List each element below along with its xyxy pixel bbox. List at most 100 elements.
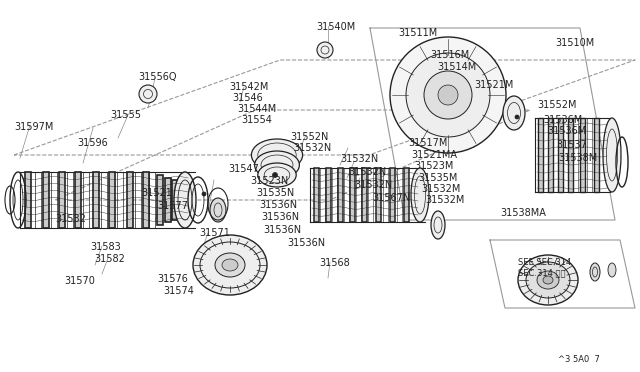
Ellipse shape: [608, 263, 616, 277]
Bar: [547, 118, 552, 192]
Bar: [573, 118, 577, 192]
Text: 31547: 31547: [228, 164, 259, 174]
Bar: [568, 118, 573, 192]
Text: 31532: 31532: [55, 214, 86, 224]
Text: 31570: 31570: [64, 276, 95, 286]
Ellipse shape: [252, 139, 303, 171]
Text: 31571: 31571: [199, 228, 230, 238]
Ellipse shape: [139, 85, 157, 103]
Bar: [165, 178, 171, 222]
Text: 31576: 31576: [157, 274, 188, 284]
Text: 31567N: 31567N: [372, 193, 410, 203]
Text: 31537: 31537: [556, 140, 587, 150]
Ellipse shape: [411, 168, 429, 222]
Bar: [59, 172, 65, 228]
Text: 31552N: 31552N: [290, 132, 328, 142]
Text: SEC.314 参照: SEC.314 参照: [518, 268, 566, 277]
Circle shape: [202, 192, 206, 196]
Text: 31511M: 31511M: [398, 28, 437, 38]
Ellipse shape: [590, 263, 600, 281]
Circle shape: [273, 173, 278, 177]
Bar: [149, 172, 155, 228]
Text: 31556Q: 31556Q: [138, 72, 177, 82]
Text: 31536N: 31536N: [261, 212, 299, 222]
Text: 31546: 31546: [232, 93, 263, 103]
Bar: [172, 180, 178, 220]
Text: 31555: 31555: [110, 110, 141, 120]
Bar: [109, 172, 115, 228]
Bar: [314, 168, 319, 222]
Bar: [349, 168, 355, 222]
Text: 31510M: 31510M: [555, 38, 595, 48]
Text: 31516M: 31516M: [430, 50, 469, 60]
Bar: [586, 118, 591, 192]
Text: 31596: 31596: [77, 138, 108, 148]
Ellipse shape: [518, 255, 578, 305]
Bar: [25, 172, 31, 228]
Text: ^3 5A0  7: ^3 5A0 7: [558, 355, 600, 364]
Ellipse shape: [503, 96, 525, 130]
Bar: [543, 118, 547, 192]
Bar: [557, 118, 563, 192]
Ellipse shape: [537, 271, 559, 289]
Bar: [93, 172, 99, 228]
Bar: [367, 168, 372, 222]
Circle shape: [406, 53, 490, 137]
Circle shape: [390, 37, 506, 153]
Bar: [35, 172, 41, 228]
Text: 31532M: 31532M: [421, 184, 460, 194]
Text: 31532N: 31532N: [348, 167, 387, 177]
Text: 31521M: 31521M: [474, 80, 513, 90]
Text: 31540M: 31540M: [316, 22, 355, 32]
Bar: [83, 172, 89, 228]
Bar: [344, 168, 349, 222]
Text: 31536M: 31536M: [543, 115, 582, 125]
Ellipse shape: [431, 211, 445, 239]
Ellipse shape: [174, 172, 196, 228]
Ellipse shape: [526, 262, 570, 298]
Bar: [397, 168, 401, 222]
Bar: [563, 118, 568, 192]
Ellipse shape: [222, 259, 238, 271]
Bar: [101, 172, 107, 228]
Text: 31577: 31577: [157, 201, 188, 211]
Bar: [376, 168, 381, 222]
Ellipse shape: [603, 118, 621, 192]
Text: 31552M: 31552M: [537, 100, 577, 110]
Bar: [319, 168, 324, 222]
Bar: [75, 172, 81, 228]
Text: 31517M: 31517M: [408, 138, 447, 148]
Circle shape: [438, 85, 458, 105]
Text: 31532M: 31532M: [425, 195, 465, 205]
Bar: [337, 168, 342, 222]
Bar: [579, 118, 584, 192]
Text: 31536N: 31536N: [287, 238, 325, 248]
Bar: [127, 172, 133, 228]
Bar: [51, 172, 57, 228]
Text: 31536N: 31536N: [263, 225, 301, 235]
Text: 31521MA: 31521MA: [411, 150, 457, 160]
Bar: [403, 168, 408, 222]
Bar: [552, 118, 557, 192]
Ellipse shape: [210, 198, 226, 222]
Bar: [117, 172, 123, 228]
Text: 31523M: 31523M: [414, 161, 453, 171]
Bar: [135, 172, 141, 228]
Text: 31536N: 31536N: [259, 200, 297, 210]
Bar: [593, 118, 598, 192]
Text: 31535N: 31535N: [256, 188, 294, 198]
Ellipse shape: [215, 253, 245, 277]
Text: 31536M: 31536M: [547, 126, 586, 136]
Text: 31568: 31568: [319, 258, 349, 268]
Text: 31542M: 31542M: [229, 82, 268, 92]
Text: 31532N: 31532N: [340, 154, 378, 164]
Bar: [538, 118, 543, 192]
Text: 31582: 31582: [94, 254, 125, 264]
Ellipse shape: [543, 276, 553, 284]
Bar: [355, 168, 360, 222]
Ellipse shape: [193, 235, 267, 295]
Text: 31535M: 31535M: [418, 173, 458, 183]
Text: SEE SEC.314: SEE SEC.314: [518, 258, 572, 267]
Circle shape: [515, 115, 519, 119]
Bar: [43, 172, 49, 228]
